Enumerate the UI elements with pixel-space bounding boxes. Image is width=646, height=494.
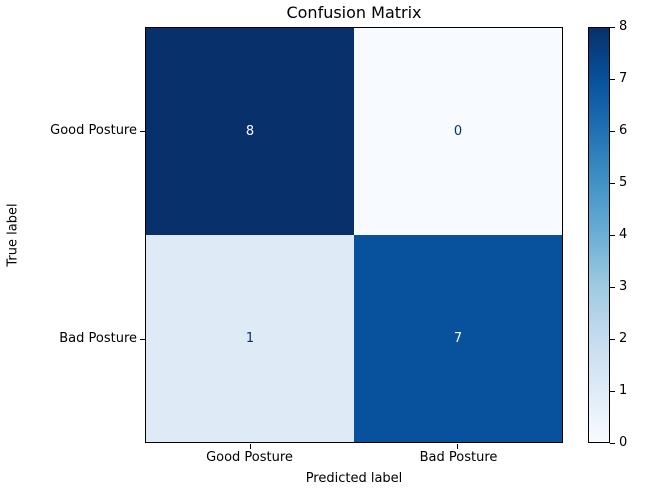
x-tick-label-bad-posture: Bad Posture <box>419 450 498 465</box>
colorbar-tick-label: 8 <box>619 19 628 34</box>
colorbar-tick-label: 0 <box>619 435 628 450</box>
colorbar-tick-mark <box>610 235 615 236</box>
x-axis-tick-mark <box>250 444 251 449</box>
y-axis-tick-mark <box>140 339 145 340</box>
colorbar-tick-mark <box>610 391 615 392</box>
x-axis-label: Predicted label <box>305 471 403 486</box>
y-axis-label: True label <box>5 203 21 267</box>
matrix-cell-true-good-pred-good: 8 <box>146 28 354 235</box>
colorbar-tick-label: 7 <box>619 71 628 86</box>
colorbar-tick-label: 6 <box>619 123 628 138</box>
x-tick-label-good-posture: Good Posture <box>206 450 293 465</box>
matrix-cell-true-bad-pred-bad: 7 <box>354 235 562 442</box>
colorbar-tick-mark <box>610 27 615 28</box>
chart-title: Confusion Matrix <box>286 3 422 22</box>
colorbar-tick-mark <box>610 339 615 340</box>
y-tick-label-bad-posture: Bad Posture <box>59 331 137 346</box>
colorbar-tick-mark <box>610 443 615 444</box>
heatmap-grid: 8 0 1 7 <box>145 27 563 443</box>
y-tick-label-good-posture: Good Posture <box>50 123 137 138</box>
colorbar-tick-mark <box>610 287 615 288</box>
colorbar-tick-label: 1 <box>619 383 628 398</box>
colorbar-tick-label: 5 <box>619 175 628 190</box>
colorbar-tick-label: 3 <box>619 279 628 294</box>
colorbar-tick-mark <box>610 79 615 80</box>
colorbar-tick-label: 4 <box>619 227 628 242</box>
matrix-cell-true-bad-pred-good: 1 <box>146 235 354 442</box>
colorbar-tick-mark <box>610 131 615 132</box>
colorbar-gradient <box>588 27 610 443</box>
colorbar-tick-label: 2 <box>619 331 628 346</box>
x-axis-tick-mark <box>457 444 458 449</box>
colorbar-tick-mark <box>610 183 615 184</box>
matrix-cell-true-good-pred-bad: 0 <box>354 28 562 235</box>
y-axis-tick-mark <box>140 131 145 132</box>
